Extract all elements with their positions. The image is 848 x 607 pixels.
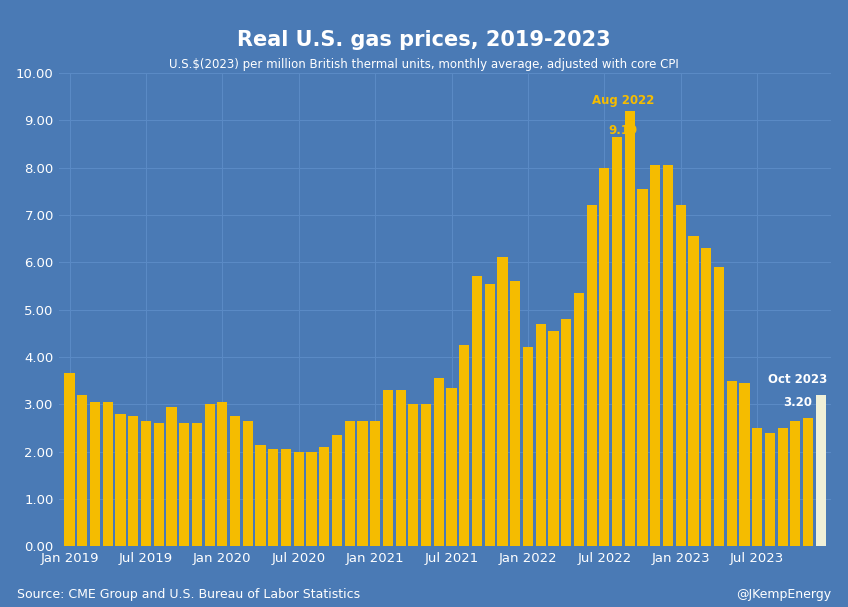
Bar xyxy=(319,447,329,546)
Bar xyxy=(306,452,316,546)
Bar xyxy=(701,248,711,546)
Bar xyxy=(460,345,470,546)
Bar xyxy=(192,423,202,546)
Bar xyxy=(689,236,699,546)
Bar xyxy=(650,165,661,546)
Bar xyxy=(739,383,750,546)
Bar xyxy=(612,137,622,546)
Bar xyxy=(816,395,826,546)
Bar xyxy=(370,421,380,546)
Bar xyxy=(600,168,610,546)
Bar xyxy=(204,404,215,546)
Bar xyxy=(421,404,431,546)
Bar xyxy=(382,390,393,546)
Bar xyxy=(128,416,138,546)
Text: Source: CME Group and U.S. Bureau of Labor Statistics: Source: CME Group and U.S. Bureau of Lab… xyxy=(17,588,360,601)
Bar xyxy=(498,257,508,546)
Text: 9.19: 9.19 xyxy=(609,124,638,137)
Bar xyxy=(638,189,648,546)
Bar xyxy=(574,293,584,546)
Bar xyxy=(395,390,405,546)
Text: 3.20: 3.20 xyxy=(784,396,812,409)
Bar xyxy=(281,449,291,546)
Bar xyxy=(268,449,278,546)
Text: Real U.S. gas prices, 2019-2023: Real U.S. gas prices, 2019-2023 xyxy=(237,30,611,50)
Bar xyxy=(64,373,75,546)
Text: Oct 2023: Oct 2023 xyxy=(768,373,828,386)
Bar xyxy=(663,165,673,546)
Bar xyxy=(357,421,367,546)
Bar xyxy=(77,395,87,546)
Bar xyxy=(115,414,126,546)
Bar xyxy=(587,205,597,546)
Text: @JKempEnergy: @JKempEnergy xyxy=(736,588,831,601)
Bar xyxy=(472,276,483,546)
Bar xyxy=(676,205,686,546)
Bar xyxy=(344,421,354,546)
Bar xyxy=(153,423,164,546)
Bar xyxy=(166,407,176,546)
Bar xyxy=(332,435,342,546)
Bar xyxy=(243,421,253,546)
Bar xyxy=(790,421,801,546)
Bar xyxy=(447,388,457,546)
Bar xyxy=(141,421,151,546)
Bar xyxy=(765,433,775,546)
Bar xyxy=(752,428,762,546)
Bar xyxy=(625,111,635,546)
Bar xyxy=(778,428,788,546)
Text: Aug 2022: Aug 2022 xyxy=(592,95,655,107)
Bar xyxy=(179,423,189,546)
Bar xyxy=(293,452,304,546)
Bar xyxy=(523,347,533,546)
Bar xyxy=(217,402,227,546)
Bar xyxy=(255,444,265,546)
Bar xyxy=(714,267,724,546)
Bar xyxy=(433,378,444,546)
Bar xyxy=(230,416,240,546)
Bar xyxy=(549,331,559,546)
Bar xyxy=(727,381,737,546)
Bar xyxy=(536,324,546,546)
Bar xyxy=(103,402,113,546)
Text: U.S.$(2023) per million British thermal units, monthly average, adjusted with co: U.S.$(2023) per million British thermal … xyxy=(169,58,679,70)
Bar xyxy=(561,319,572,546)
Bar xyxy=(408,404,418,546)
Bar xyxy=(90,402,100,546)
Bar xyxy=(803,418,813,546)
Bar xyxy=(510,281,521,546)
Bar xyxy=(485,283,495,546)
